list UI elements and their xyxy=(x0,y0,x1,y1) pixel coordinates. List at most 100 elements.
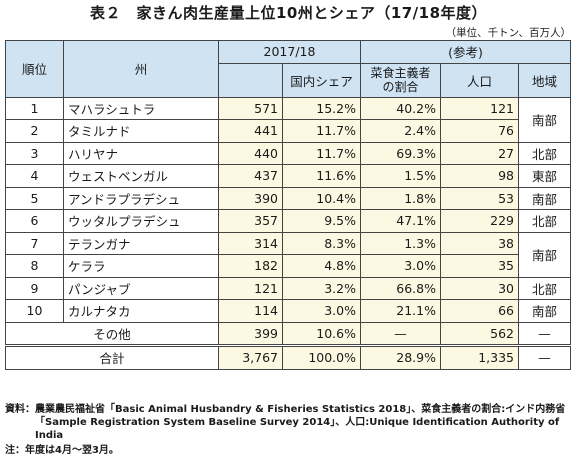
total-row: 合計 3,767 100.0% 28.9% 1,335— xyxy=(5,344,572,370)
state-cell: ウッタルプラデシュ xyxy=(63,209,219,233)
unit-note: （単位、千トン、百万人） xyxy=(445,27,571,39)
share-cell: 10.4% xyxy=(282,186,361,210)
production-cell: 182 xyxy=(218,254,283,278)
other-share: 10.6% xyxy=(282,321,361,346)
total-production: 3,767 xyxy=(218,344,283,370)
state-header: 州 xyxy=(63,40,219,98)
production-cell: 571 xyxy=(218,96,283,120)
population-cell: 98 xyxy=(440,164,519,188)
other-region: — xyxy=(517,321,572,346)
veg-ratio-header: 菜食主義者の割合 xyxy=(360,62,441,98)
note-text: 年度は4月〜翌3月。 xyxy=(25,445,119,456)
fiscal-year-note: 注： 年度は4月〜翌3月。 xyxy=(5,444,571,457)
note-label: 注： xyxy=(5,445,25,456)
production-header xyxy=(218,62,283,98)
share-cell: 4.8% xyxy=(282,254,361,278)
rank-cell: 2 xyxy=(5,119,64,143)
share-header: 国内シェア xyxy=(282,62,361,98)
reference-header: (参考) xyxy=(359,40,572,64)
total-share: 100.0% xyxy=(282,344,361,370)
share-cell: 8.3% xyxy=(282,231,361,255)
population-cell: 38 xyxy=(440,231,519,255)
header-row-1: 順位 州 2017/18 (参考) xyxy=(5,40,572,98)
table-row: 6 ウッタルプラデシュ 357 9.5% 47.1% 229 北部 xyxy=(5,209,572,233)
veg-ratio-cell: 1.8% xyxy=(360,186,441,210)
state-cell: パンジャブ xyxy=(63,276,219,300)
table-row: 7 テランガナ 314 8.3% 1.3% 38 南部 xyxy=(5,231,572,278)
veg-ratio-cell: 1.5% xyxy=(360,164,441,188)
rank-cell: 9 xyxy=(5,276,64,300)
table-row: 9 パンジャブ 121 3.2% 66.8% 30 北部 xyxy=(5,276,572,300)
other-population: 562 xyxy=(440,321,519,346)
total-region: — xyxy=(517,344,572,370)
region-cell: 北部 xyxy=(517,209,572,233)
region-cell: 北部 xyxy=(517,276,572,300)
production-cell: 440 xyxy=(218,141,283,165)
rank-cell: 6 xyxy=(5,209,64,233)
population-header: 人口 xyxy=(440,62,519,98)
state-cell: ハリヤナ xyxy=(63,141,219,165)
share-cell: 3.0% xyxy=(282,299,361,323)
state-cell: ウェストベンガル xyxy=(63,164,219,188)
state-cell: マハラシュトラ xyxy=(63,96,219,120)
rank-cell: 8 xyxy=(5,254,64,278)
total-veg-ratio: 28.9% xyxy=(360,344,441,370)
other-production: 399 xyxy=(218,321,283,346)
rank-header: 順位 xyxy=(5,40,64,98)
table-row: 10 カルナタカ 114 3.0% 21.1% 66 南部 xyxy=(5,299,572,323)
table-row: 1 マハラシュトラ 571 15.2% 40.2% 121 南部 xyxy=(5,96,572,143)
population-cell: 30 xyxy=(440,276,519,300)
table-row: 8 ケララ 182 4.8% 3.0% 35 xyxy=(5,254,571,278)
state-cell: カルナタカ xyxy=(63,299,219,323)
source-label: 資料： xyxy=(5,404,35,415)
veg-ratio-cell: 1.3% xyxy=(360,231,441,255)
population-cell: 121 xyxy=(440,96,519,120)
region-cell: 南部 xyxy=(517,231,572,278)
table-row: 2 タミルナド 441 11.7% 2.4% 76 xyxy=(5,119,571,143)
rank-cell: 5 xyxy=(5,186,64,210)
total-label: 合計 xyxy=(5,344,219,370)
state-cell: テランガナ xyxy=(63,231,219,255)
share-cell: 11.6% xyxy=(282,164,361,188)
rank-cell: 1 xyxy=(5,96,64,120)
veg-ratio-cell: 69.3% xyxy=(360,141,441,165)
header-row-2: 国内シェア 菜食主義者の割合 人口 地域 xyxy=(6,62,572,98)
source-note: 資料： 農業農民福祉省「Basic Animal Husbandry & Fis… xyxy=(5,403,571,442)
share-cell: 9.5% xyxy=(282,209,361,233)
population-cell: 66 xyxy=(440,299,519,323)
population-cell: 27 xyxy=(440,141,519,165)
source-text: 農業農民福祉省「Basic Animal Husbandry & Fisheri… xyxy=(35,404,566,441)
production-cell: 357 xyxy=(218,209,283,233)
veg-ratio-cell: 47.1% xyxy=(360,209,441,233)
region-cell: 南部 xyxy=(517,186,572,210)
population-cell: 35 xyxy=(440,254,519,278)
veg-ratio-cell: 66.8% xyxy=(360,276,441,300)
population-cell: 53 xyxy=(440,186,519,210)
veg-ratio-cell: 40.2% xyxy=(360,96,441,120)
region-cell: 南部 xyxy=(517,96,572,143)
notes: 資料： 農業農民福祉省「Basic Animal Husbandry & Fis… xyxy=(5,403,571,457)
production-table: 順位 州 2017/18 (参考) 国内シェア 菜食主義者の割合 人口 地域 1… xyxy=(5,40,572,370)
production-cell: 390 xyxy=(218,186,283,210)
share-cell: 15.2% xyxy=(282,96,361,120)
region-cell: 北部 xyxy=(517,141,572,165)
state-cell: タミルナド xyxy=(63,119,219,143)
population-cell: 229 xyxy=(440,209,519,233)
year-header: 2017/18 xyxy=(218,40,361,64)
state-cell: ケララ xyxy=(63,254,219,278)
region-header: 地域 xyxy=(517,62,572,98)
total-population: 1,335 xyxy=(440,344,519,370)
production-cell: 114 xyxy=(218,299,283,323)
table-row: 4 ウェストベンガル 437 11.6% 1.5% 98 東部 xyxy=(5,164,572,188)
share-cell: 11.7% xyxy=(282,119,361,143)
state-cell: アンドラプラデシュ xyxy=(63,186,219,210)
rank-cell: 3 xyxy=(5,141,64,165)
share-cell: 3.2% xyxy=(282,276,361,300)
share-cell: 11.7% xyxy=(282,141,361,165)
table-title: 表２ 家きん肉生産量上位10州とシェア（17/18年度） xyxy=(89,4,488,22)
rank-cell: 10 xyxy=(5,299,64,323)
veg-ratio-cell: 3.0% xyxy=(360,254,441,278)
region-cell: 南部 xyxy=(517,299,572,323)
production-cell: 437 xyxy=(218,164,283,188)
region-cell: 東部 xyxy=(517,164,572,188)
